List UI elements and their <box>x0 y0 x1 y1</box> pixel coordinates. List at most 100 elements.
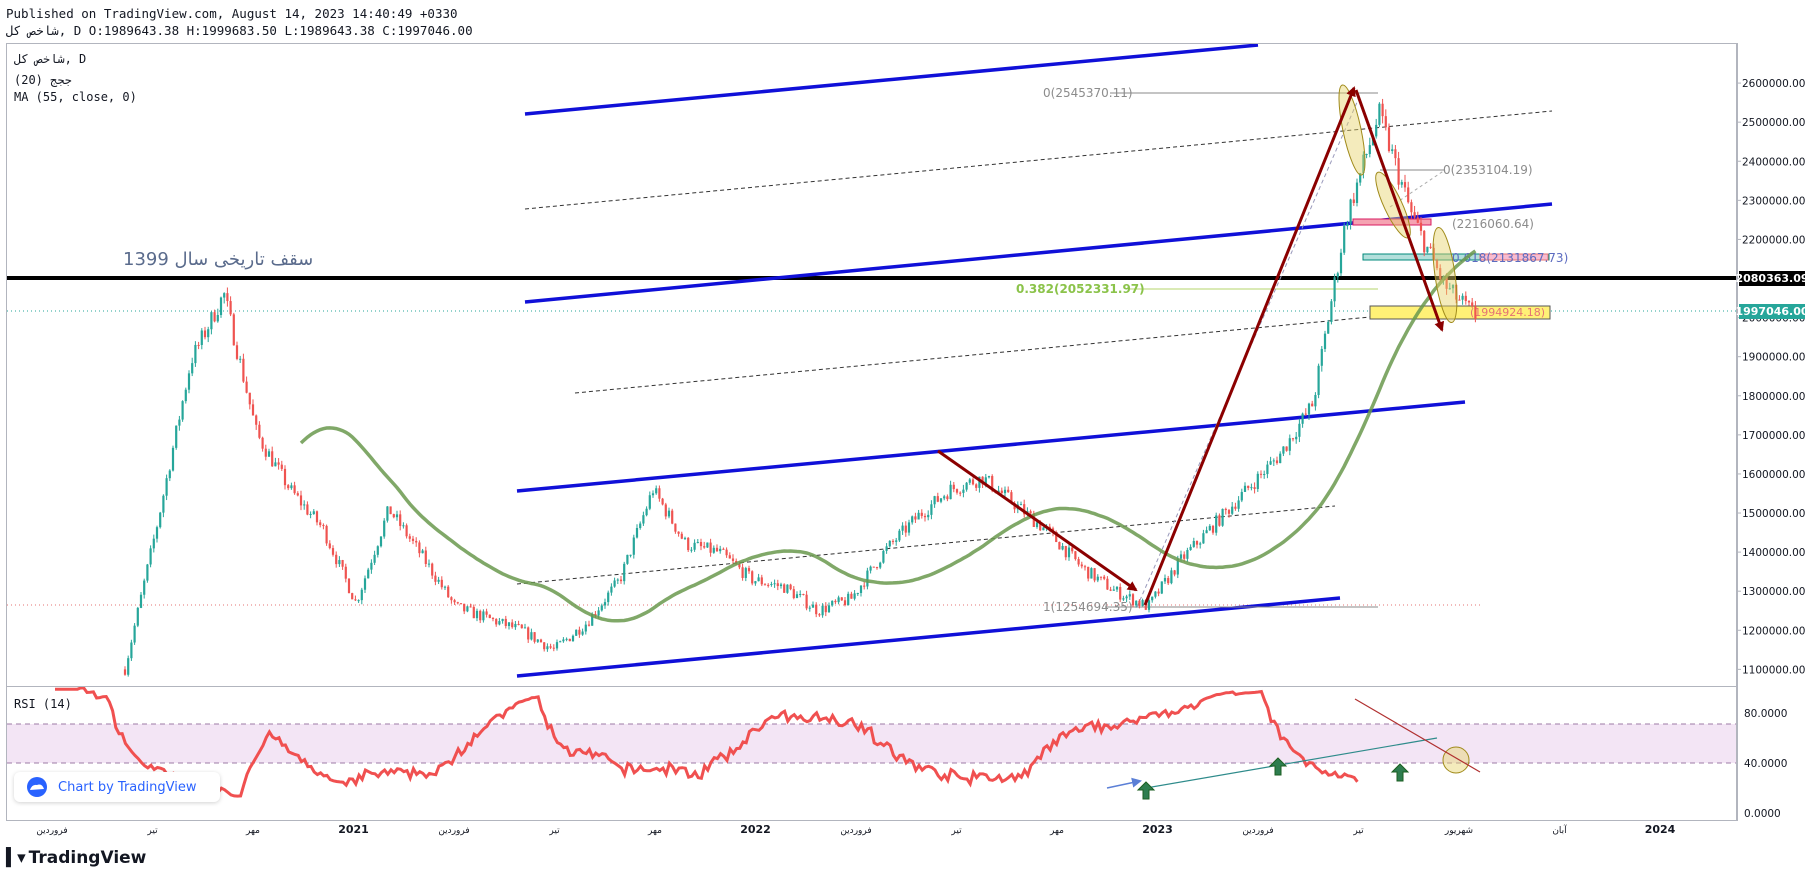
candle-body <box>1365 154 1368 156</box>
rsi-legend[interactable]: RSI (14) <box>14 697 72 711</box>
candle-body <box>491 618 495 620</box>
candle-body <box>789 584 792 590</box>
candle-body <box>261 437 264 449</box>
candle-body <box>891 540 895 542</box>
candle-body <box>1071 547 1074 552</box>
candle-body <box>1163 578 1167 582</box>
candle-body <box>773 583 776 585</box>
candle-body <box>335 554 338 565</box>
candle-body <box>1055 532 1058 543</box>
candle-body <box>827 605 831 613</box>
candle-body <box>299 495 303 506</box>
candle-body <box>610 586 613 593</box>
candle-body <box>1067 547 1071 558</box>
candle-body <box>363 578 367 590</box>
candle-body <box>1461 295 1464 300</box>
rsi-axis[interactable]: 80.0000 40.0000 0.0000 <box>1744 708 1787 820</box>
candle-body <box>975 484 978 488</box>
ellipse-low <box>1432 226 1458 324</box>
price-axis-tick: 1100000.00 <box>1742 664 1805 676</box>
candle-body <box>389 506 392 515</box>
candle-body <box>1464 295 1467 301</box>
candle-body <box>344 566 347 579</box>
candle-body <box>1291 438 1295 440</box>
candle-body <box>306 504 309 515</box>
candle-body <box>178 419 181 426</box>
historic-top-annotation: سقف تاریخی سال 1399 <box>123 249 313 270</box>
price-axis[interactable]: 2600000.00 2500000.00 2400000.00 2300000.00… <box>1737 78 1805 676</box>
candle-body <box>629 554 632 556</box>
arrow-up-long <box>1143 86 1356 606</box>
candle-body <box>853 593 856 599</box>
candle-body <box>466 606 469 612</box>
fib-label-third: (2216060.64) <box>1452 217 1534 231</box>
candle-body <box>802 594 805 596</box>
candle-body <box>143 580 146 595</box>
price-axis-tick: 2300000.00 <box>1742 195 1805 207</box>
pane-separator[interactable] <box>6 686 1737 687</box>
candle-body <box>1323 333 1327 349</box>
candle-body <box>1243 485 1247 492</box>
candle-body <box>1211 525 1215 533</box>
candle-body <box>434 575 437 582</box>
legend-symbol[interactable]: شاخص کل, D <box>14 52 87 66</box>
candle-body <box>949 484 952 500</box>
candle-body <box>600 605 603 611</box>
candle-body <box>747 568 751 572</box>
rsi-trendline-up <box>1139 737 1438 790</box>
candle-body <box>1154 591 1157 597</box>
candle-body <box>978 476 981 488</box>
candle-body <box>677 531 680 534</box>
time-axis[interactable]: فروردین تیر مهر 2021 فروردین تیر مهر 2022 فروردی… <box>36 823 1675 836</box>
rsi-axis-tick: 80.0000 <box>1744 708 1787 720</box>
candle-body <box>1083 566 1087 568</box>
candle-body <box>213 312 216 322</box>
candle-body <box>1304 413 1307 415</box>
footer-brand[interactable]: ▍▾ TradingView <box>6 848 146 868</box>
candle-body <box>527 627 530 640</box>
candle-body <box>847 593 850 606</box>
candle-body <box>338 560 341 565</box>
candle-body <box>367 569 370 579</box>
hline-price-text: 2080363.09 <box>1735 272 1808 285</box>
candle-body <box>751 571 754 584</box>
legend-indicator-ma[interactable]: MA (55, close, 0) <box>14 90 137 104</box>
time-axis-tick: فروردین <box>1242 826 1273 836</box>
candle-body <box>1003 489 1007 494</box>
time-axis-tick: 2021 <box>338 823 369 836</box>
time-axis-tick: فروردین <box>840 826 871 836</box>
chart-by-tradingview-link[interactable]: Chart by TradingView <box>14 772 220 802</box>
candle-body <box>783 584 786 593</box>
candle-body <box>520 624 523 629</box>
candle-body <box>1339 252 1343 274</box>
candle-body <box>1125 596 1128 599</box>
rsi-axis-tick: 0.0000 <box>1744 808 1781 820</box>
candle-body <box>655 488 658 494</box>
candle-body <box>565 638 568 640</box>
candle-body <box>1074 551 1077 560</box>
price-axis-tick: 1700000.00 <box>1742 430 1805 442</box>
candle-body <box>488 614 491 619</box>
price-axis-tick: 1300000.00 <box>1742 586 1805 598</box>
rsi-trendline-down <box>1354 698 1481 773</box>
candle-body <box>555 642 559 649</box>
candle-body <box>1355 182 1359 203</box>
candle-body <box>469 606 472 608</box>
fib-diagonal-2 <box>1389 169 1446 208</box>
candle-body <box>1160 581 1163 594</box>
candle-body <box>415 540 418 543</box>
candle-body <box>738 563 741 568</box>
candle-body <box>450 597 453 601</box>
channel-bottom-line <box>516 596 1341 678</box>
candle-body <box>1035 522 1039 527</box>
candle-body <box>811 604 815 608</box>
candle-body <box>1387 127 1391 152</box>
candle-body <box>680 533 683 539</box>
legend-indicator-1[interactable]: (20) ججج <box>14 73 72 87</box>
arrow-down-right <box>1354 89 1445 332</box>
rsi-axis-tick: 40.0000 <box>1744 758 1787 770</box>
candle-body <box>1199 543 1202 545</box>
candle-body <box>149 548 152 565</box>
candle-body <box>661 498 664 505</box>
